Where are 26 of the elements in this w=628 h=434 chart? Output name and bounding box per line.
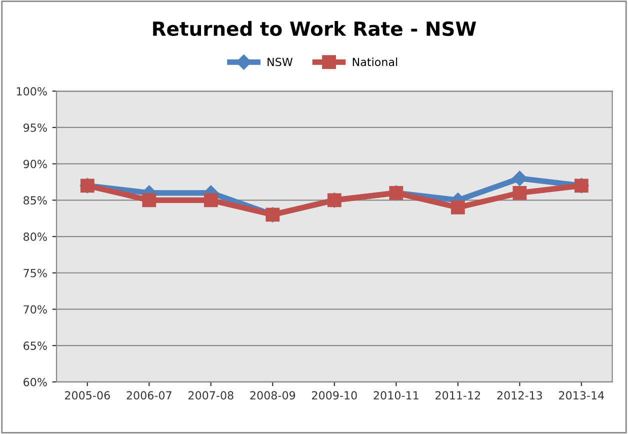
x-tick-label: 2005-06 [65,391,110,400]
point [512,186,527,200]
chart-title: Returned to Work Rate - NSW [153,20,476,36]
point [204,193,218,208]
x-tick-label: 2010-11 [374,391,418,400]
point [142,193,156,208]
y-tick-label: 90% [23,160,47,168]
y-tick-label: 70% [24,305,47,314]
y-tick-label: 65% [24,342,47,350]
legend-label: National [352,58,398,66]
y-tick-label: 100% [16,87,47,96]
y-tick-label: 95% [23,123,47,132]
y-tick-label: 85% [24,196,47,205]
x-tick-label: 2013-14 [559,391,604,400]
point [450,200,465,214]
x-tick-label: 2007-08 [188,391,234,400]
x-tick-label: 2006-07 [126,391,172,400]
legend-label: NSW [268,58,293,66]
x-tick-label: 2008-09 [250,391,296,400]
x-tick-label: 2012-13 [497,391,542,400]
y-tick-label: 60% [24,378,47,386]
x-tick-label: 2011-12 [436,391,480,400]
y-tick-label: 80% [24,232,47,241]
point [512,170,528,186]
y-tick-label: 75% [24,268,47,278]
x-tick-label: 2009-10 [312,391,357,400]
